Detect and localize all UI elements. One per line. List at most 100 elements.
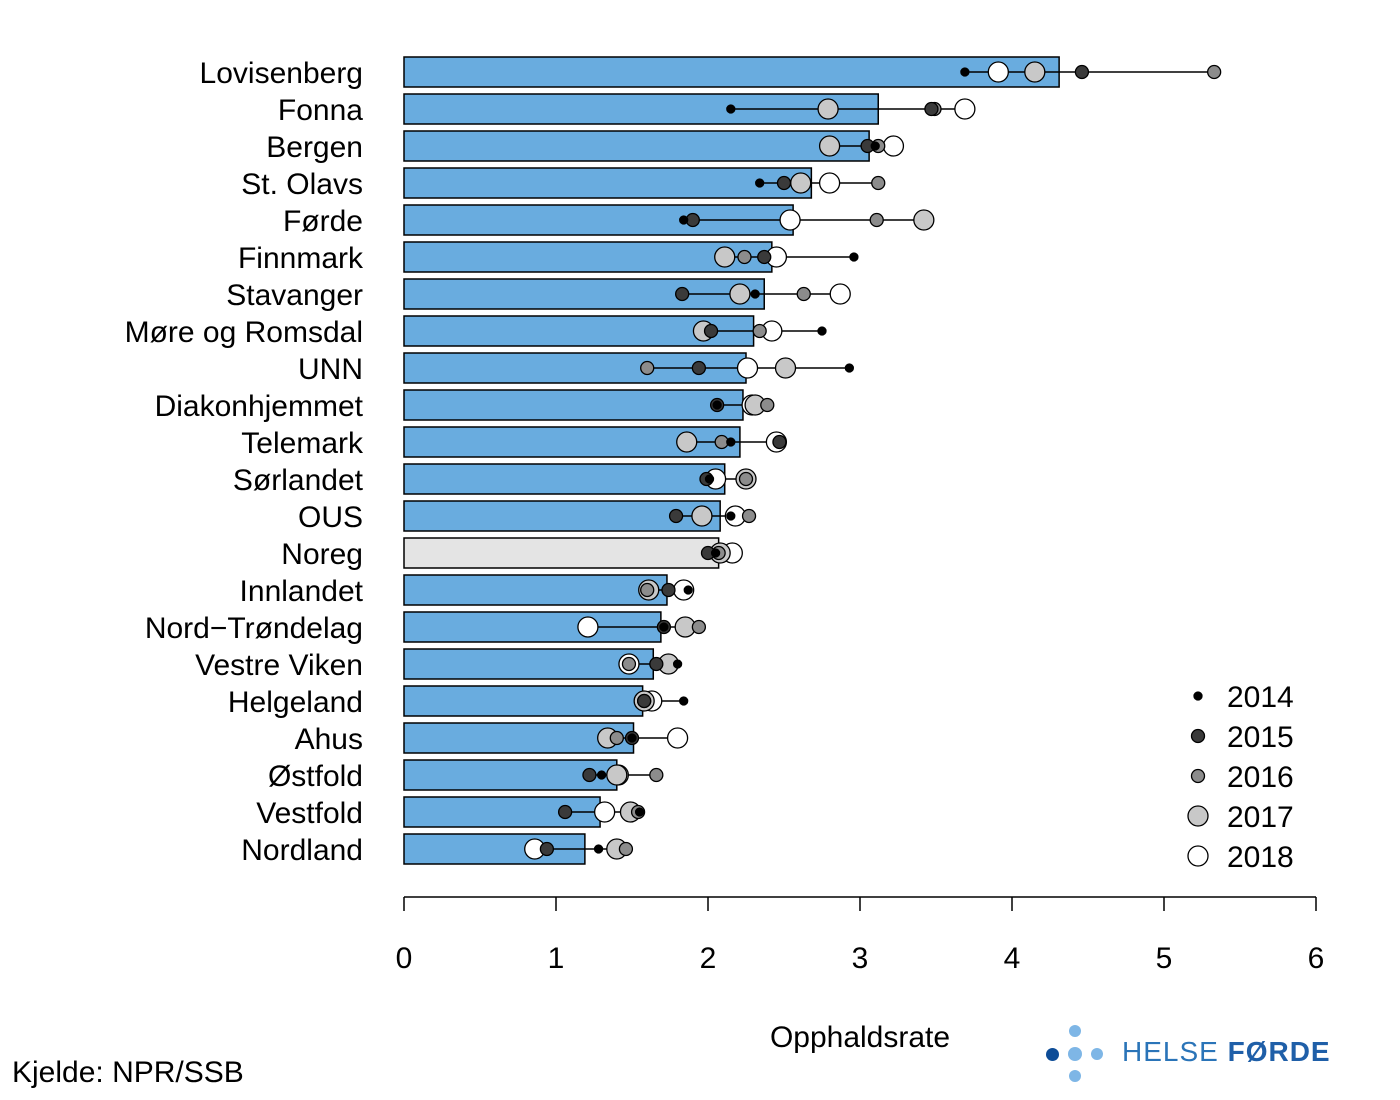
- point-noreg-2014: [710, 548, 721, 558]
- helse-forde-logo: HELSE FØRDE: [1042, 1024, 1342, 1084]
- bar-st-olavs: [403, 167, 813, 199]
- point-nord-trøndelag-2014: [659, 622, 669, 632]
- bar-sørlandet: [403, 463, 726, 495]
- logo-dot-center: [1068, 1047, 1082, 1061]
- x-axis-title: Opphaldsrate: [770, 1021, 950, 1054]
- point-fonna-2015: [924, 101, 939, 117]
- point-finnmark-2017: [714, 246, 736, 268]
- point-st-olavs-2018: [818, 172, 841, 194]
- point-vestfold-2014: [634, 807, 645, 817]
- point-lovisenberg-2016: [1207, 64, 1222, 80]
- legend-label-2014: 2014: [1227, 681, 1294, 714]
- bar-noreg: [403, 537, 720, 569]
- point-diakonhjemmet-2014: [712, 400, 722, 410]
- point-unn-2018: [736, 357, 759, 379]
- category-label-fonna: Fonna: [278, 94, 363, 127]
- category-label-innlandet: Innlandet: [240, 575, 364, 608]
- point-finnmark-2016: [737, 249, 752, 265]
- legend-label-2018: 2018: [1227, 841, 1294, 874]
- point-østfold-2017: [606, 764, 628, 786]
- point-ahus-2016: [609, 730, 624, 746]
- category-label-diakonhjemmet: Diakonhjemmet: [155, 390, 364, 423]
- legend-label-2016: 2016: [1227, 761, 1294, 794]
- bar-diakonhjemmet: [403, 389, 744, 421]
- point-stavanger-2016: [796, 286, 811, 302]
- point-lovisenberg-2017: [1024, 61, 1046, 83]
- category-label-telemark: Telemark: [241, 427, 364, 460]
- point-førde-2017: [913, 209, 935, 231]
- point-møre-og-romsdal-2016: [752, 323, 767, 339]
- point-stavanger-2017: [729, 283, 751, 305]
- point-vestre-viken-2016: [621, 656, 637, 672]
- point-møre-og-romsdal-2015: [703, 323, 719, 339]
- point-diakonhjemmet-2016: [760, 397, 775, 413]
- category-label-finnmark: Finnmark: [238, 242, 364, 275]
- category-label-stavanger: Stavanger: [226, 279, 363, 312]
- bar-innlandet: [403, 574, 668, 606]
- point-vestre-viken-2015: [649, 656, 664, 672]
- point-ous-2016: [741, 508, 757, 524]
- logo-word-helse: HELSE: [1122, 1036, 1219, 1067]
- point-helgeland-2014: [679, 696, 689, 706]
- point-unn-2014: [844, 363, 855, 373]
- category-label-nord-trøndelag: Nord−Trøndelag: [145, 612, 363, 645]
- point-telemark-2017: [676, 431, 698, 453]
- legend-marker-2015: [1190, 728, 1206, 744]
- point-st-olavs-2015: [776, 175, 792, 191]
- bar-helgeland: [403, 685, 644, 717]
- point-st-olavs-2016: [871, 175, 886, 191]
- point-vestfold-2018: [593, 801, 616, 823]
- point-østfold-2014: [596, 770, 607, 780]
- point-stavanger-2014: [750, 289, 760, 299]
- point-nordland-2014: [593, 844, 604, 854]
- x-tick-label-4: 4: [1004, 942, 1021, 975]
- point-østfold-2016: [649, 767, 664, 783]
- logo-dot-right: [1091, 1048, 1103, 1060]
- point-vestre-viken-2014: [672, 659, 683, 669]
- legend-marker-2018: [1187, 845, 1209, 867]
- category-label-noreg: Noreg: [281, 538, 363, 571]
- point-helgeland-2015: [637, 693, 652, 709]
- x-tick-label-6: 6: [1308, 942, 1325, 975]
- point-nord-trøndelag-2016: [691, 619, 707, 635]
- category-label-sørlandet: Sørlandet: [233, 464, 364, 497]
- category-label-møre-og-romsdal: Møre og Romsdal: [125, 316, 363, 349]
- legend-marker-2017: [1187, 805, 1209, 827]
- category-label-østfold: Østfold: [268, 760, 363, 793]
- point-nord-trøndelag-2018: [577, 616, 599, 638]
- point-stavanger-2015: [675, 286, 690, 302]
- x-tick-label-3: 3: [852, 942, 869, 975]
- point-telemark-2014: [726, 437, 736, 447]
- point-st-olavs-2014: [755, 178, 765, 188]
- point-ahus-2018: [666, 727, 689, 749]
- point-finnmark-2014: [849, 252, 859, 262]
- point-lovisenberg-2014: [960, 67, 970, 77]
- category-label-helgeland: Helgeland: [228, 686, 363, 719]
- legend-label-2017: 2017: [1227, 801, 1294, 834]
- x-tick-label-5: 5: [1156, 942, 1173, 975]
- x-tick-label-2: 2: [700, 942, 717, 975]
- category-label-unn: UNN: [298, 353, 363, 386]
- point-unn-2016: [640, 360, 655, 376]
- point-sørlandet-2016: [738, 471, 754, 487]
- category-label-ous: OUS: [298, 501, 363, 534]
- point-ous-2015: [668, 508, 684, 524]
- point-bergen-2014: [870, 141, 880, 151]
- category-label-nordland: Nordland: [241, 834, 363, 867]
- point-nordland-2016: [618, 841, 634, 857]
- logo-dot-top: [1069, 1025, 1081, 1037]
- point-lovisenberg-2015: [1074, 64, 1090, 80]
- bar-bergen: [403, 130, 870, 162]
- logo-word-forde: FØRDE: [1227, 1036, 1331, 1067]
- bar-ous: [403, 500, 721, 532]
- point-ous-2014: [726, 511, 736, 521]
- point-sørlandet-2014: [704, 474, 715, 484]
- point-ous-2017: [691, 505, 713, 527]
- category-label-lovisenberg: Lovisenberg: [200, 57, 363, 90]
- category-label-st-olavs: St. Olavs: [241, 168, 363, 201]
- point-østfold-2015: [582, 767, 597, 783]
- point-fonna-2017: [817, 98, 839, 120]
- legend-marker-2014: [1193, 691, 1203, 701]
- x-tick-label-1: 1: [548, 942, 565, 975]
- point-ahus-2014: [627, 733, 637, 743]
